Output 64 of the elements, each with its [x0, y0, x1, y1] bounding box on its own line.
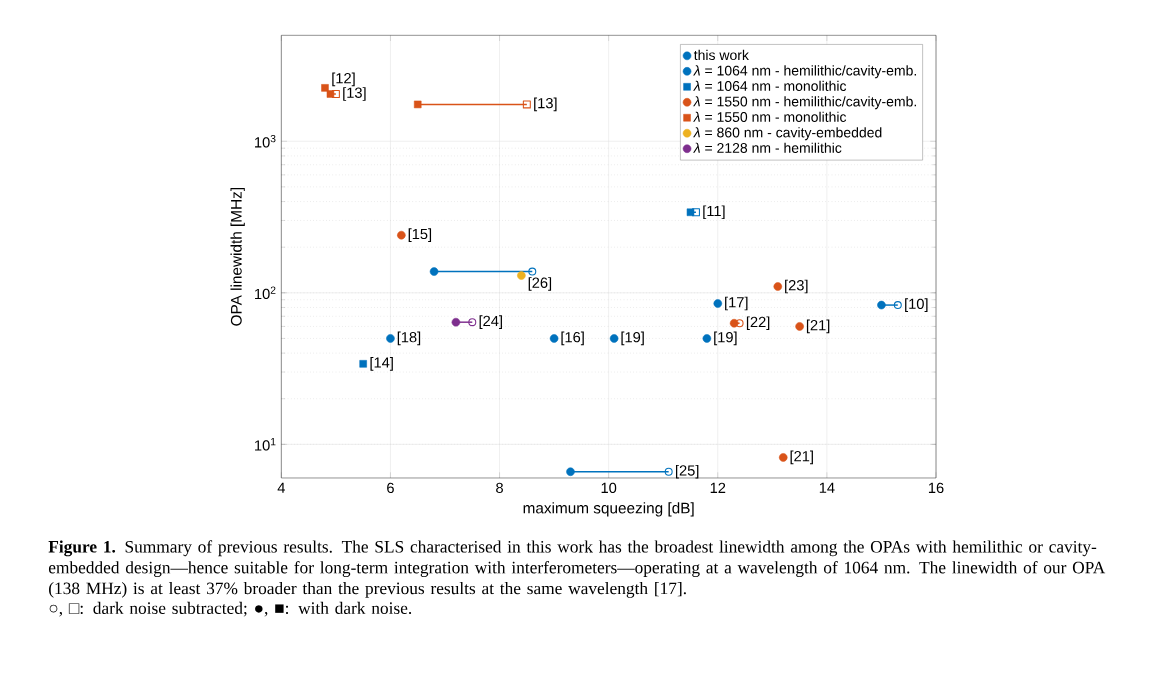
y-tick-label: 10$^{2}$ — [255, 286, 276, 300]
point — [386, 334, 395, 343]
x-tick-label: 12 — [710, 482, 726, 493]
y-tick-label: 10$^{1}$ — [255, 438, 276, 451]
y-axis-title: OPA linewidth [MHz] — [230, 188, 245, 326]
point — [522, 100, 531, 109]
point — [397, 230, 406, 240]
x-tick-label: 4 — [277, 482, 285, 493]
point — [877, 300, 886, 310]
annotation: [21] — [806, 319, 830, 334]
x-tick-label: 16 — [928, 482, 944, 494]
point — [429, 267, 439, 276]
point — [451, 317, 461, 327]
text: Figure 1. Summary of previous results. The SLS characterised in this work has the broadest linewidth among the OPAs with hemilithic or cavity-embedded design—hence suitable for long-term integration with interferometers—operating at a wavelength of 1064 nm. The linewidth of our OPA (138 MHz) is at least 37% broader than the previous results at the same wavelength [17]. — [48, 540, 1106, 598]
legend-label: λ = 1064 nm - monolithic — [693, 80, 847, 92]
point — [528, 267, 537, 276]
legend-label: λ = 1064 nm - hemilithic/cavity-emb. — [693, 65, 916, 79]
point — [773, 282, 783, 291]
x-tick-label: 14 — [819, 482, 835, 493]
point — [713, 299, 723, 308]
legend-label: λ = 860 nm - cavity-embedded — [693, 127, 882, 141]
annotation: [24] — [479, 315, 502, 330]
x-tick-label: 10 — [601, 482, 617, 494]
point — [664, 467, 673, 476]
point — [795, 322, 804, 331]
point — [691, 208, 700, 217]
annotation: [23] — [785, 279, 808, 294]
annotation: [10] — [905, 298, 928, 312]
annotation: [25] — [675, 464, 699, 479]
point — [549, 334, 559, 343]
point — [566, 467, 575, 476]
annotation: [14] — [370, 356, 393, 371]
annotation: [15] — [408, 228, 432, 243]
point — [359, 360, 367, 368]
annotation: [18] — [397, 331, 421, 346]
x-tick-label: 8 — [496, 482, 503, 494]
annotation: [21] — [790, 450, 813, 465]
annotation: [16] — [561, 331, 584, 346]
x-tick-label: 6 — [387, 482, 394, 494]
annotation: [13] — [343, 87, 366, 101]
point — [517, 271, 526, 280]
annotation: [11] — [703, 205, 725, 220]
legend-label: λ = 1550 nm - monolithic — [693, 111, 847, 122]
text: ○, □: dark noise subtracted; ●, ■: with dark noise. — [49, 601, 412, 617]
y-tick-label: 10$^{3}$ — [255, 134, 276, 148]
annotation: [26] — [528, 277, 552, 291]
legend-label: this work — [693, 49, 749, 61]
annotation: [12] — [332, 72, 355, 87]
point — [735, 319, 744, 328]
annotation: [13] — [534, 97, 557, 112]
annotation: [19] — [621, 331, 644, 346]
x-axis-title: maximum squeezing [dB] — [523, 502, 694, 517]
point — [778, 453, 788, 462]
legend-label: λ = 2128 nm - hemilithic — [693, 142, 842, 153]
point — [893, 301, 902, 310]
annotation: [22] — [746, 316, 770, 331]
point — [468, 318, 477, 327]
point — [609, 334, 619, 343]
legend-label: λ = 1550 nm - hemilithic/cavity-emb. — [693, 96, 916, 110]
point — [413, 100, 422, 109]
annotation: [19] — [714, 331, 737, 346]
point — [702, 334, 712, 343]
annotation: [17] — [725, 296, 748, 311]
point — [321, 84, 329, 92]
